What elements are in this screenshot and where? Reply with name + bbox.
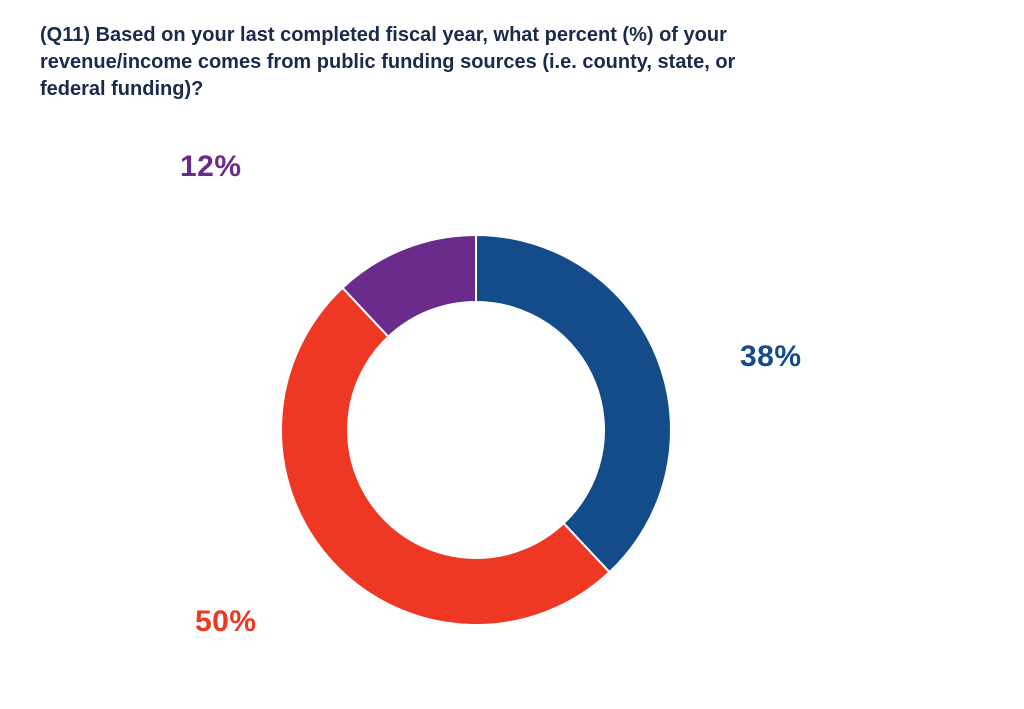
data-label-1: 50% <box>195 605 257 639</box>
donut-slice-0 <box>476 235 671 572</box>
donut-slice-1 <box>281 288 609 625</box>
data-label-0: 38% <box>740 340 802 374</box>
data-label-2: 12% <box>180 150 242 184</box>
donut-chart <box>0 0 1024 709</box>
chart-container: (Q11) Based on your last completed fisca… <box>0 0 1024 709</box>
